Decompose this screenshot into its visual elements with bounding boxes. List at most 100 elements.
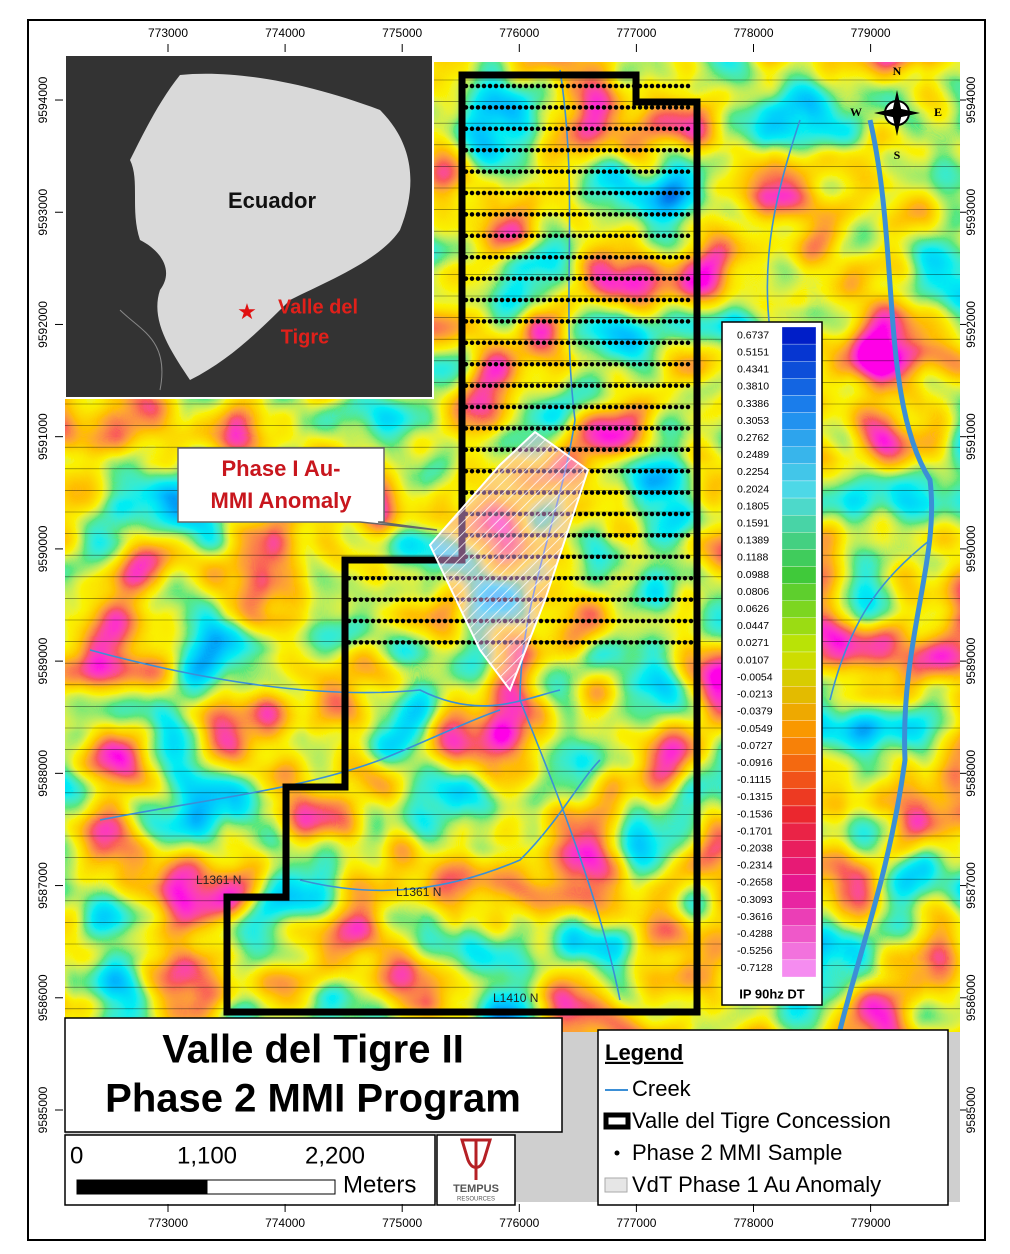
- colorbar-cell: [781, 720, 817, 738]
- colorbar-cell: [781, 634, 817, 653]
- northing-label: 9594000: [964, 76, 978, 123]
- colorbar-cell: [781, 822, 817, 841]
- easting-label: 775000: [382, 26, 422, 40]
- easting-label: 774000: [265, 1216, 305, 1230]
- colorbar-cell: [781, 549, 817, 567]
- colorbar-cell: [781, 532, 817, 550]
- logo-name: TEMPUS: [453, 1183, 499, 1195]
- callout-text: MMI Anomaly: [211, 488, 353, 513]
- colorbar-label: 0.1389: [737, 535, 769, 547]
- colorbar-cell: [781, 908, 817, 926]
- compass-w: W: [850, 105, 862, 119]
- colorbar-label: -0.2038: [737, 842, 773, 854]
- easting-label: 779000: [851, 1216, 891, 1230]
- colorbar-label: 0.0447: [737, 620, 769, 632]
- northing-label: 9587000: [964, 862, 978, 909]
- colorbar-cell: [781, 480, 817, 499]
- northing-label: 9585000: [36, 1086, 50, 1133]
- colorbar-label: -0.1536: [737, 808, 773, 820]
- legend-label: Phase 2 MMI Sample: [632, 1140, 842, 1165]
- colorbar-label: 0.2489: [737, 449, 769, 461]
- northing-label: 9591000: [964, 413, 978, 460]
- northing-label: 9591000: [36, 413, 50, 460]
- colorbar-label: -0.2314: [737, 860, 773, 872]
- colorbar-label: 0.2024: [737, 483, 769, 495]
- northing-label: 9586000: [36, 974, 50, 1021]
- northing-label: 9592000: [36, 301, 50, 348]
- colorbar-cell: [781, 617, 817, 636]
- easting-label: 774000: [265, 26, 305, 40]
- colorbar-cell: [781, 343, 817, 362]
- colorbar-label: -0.3093: [737, 894, 773, 906]
- colorbar-cell: [781, 788, 817, 807]
- compass: N S E W: [850, 64, 942, 162]
- colorbar-label: 0.0271: [737, 637, 769, 649]
- colorbar-cell: [781, 737, 817, 755]
- creek: [829, 539, 931, 701]
- colorbar-label: -0.1701: [737, 825, 773, 837]
- compass-e: E: [934, 105, 942, 119]
- northing-label: 9589000: [36, 637, 50, 684]
- colorbar-cell: [781, 566, 817, 584]
- colorbar-label: 0.5151: [737, 346, 769, 358]
- creek: [89, 649, 561, 707]
- concession-boundary: [223, 71, 701, 1016]
- easting-label: 777000: [616, 26, 656, 40]
- colorbar-label: 0.1805: [737, 500, 769, 512]
- colorbar-label: 0.2254: [737, 466, 769, 478]
- colorbar-cell: [781, 686, 817, 704]
- legend-anomaly-swatch: [604, 1177, 628, 1193]
- northing-label: 9585000: [964, 1086, 978, 1133]
- colorbar-label: -0.3616: [737, 911, 773, 923]
- colorbar-cell: [781, 840, 817, 858]
- colorbar-label: -0.5256: [737, 945, 773, 957]
- easting-label: 778000: [733, 1216, 773, 1230]
- scale-bar-white: [206, 1179, 336, 1195]
- site-star: ★: [237, 299, 257, 324]
- creek: [766, 119, 801, 331]
- scale-tick: 1,100: [177, 1142, 237, 1169]
- colorbar-cell: [781, 429, 817, 447]
- easting-label: 776000: [499, 26, 539, 40]
- inset-border: [64, 54, 434, 399]
- colorbar-label: -0.4288: [737, 928, 773, 940]
- colorbar-label: 0.2762: [737, 432, 769, 444]
- colorbar-label: -0.0213: [737, 689, 773, 701]
- scale-tick: 0: [70, 1142, 83, 1169]
- legend-concession-swatch: [603, 1112, 631, 1130]
- legend-label: VdT Phase 1 Au Anomaly: [632, 1172, 881, 1197]
- easting-label: 777000: [616, 1216, 656, 1230]
- colorbar-label: -0.0549: [737, 723, 773, 735]
- colorbar: 0.6737 0.5151 0.4341 0.3810 0.3386 0.3053 0.27…: [737, 326, 817, 978]
- colorbar-cell: [781, 703, 817, 721]
- legend-sample-swatch: [614, 1150, 620, 1156]
- creeks: [89, 69, 935, 1031]
- colorbar-cell: [781, 651, 817, 670]
- easting-label: 778000: [733, 26, 773, 40]
- colorbar-label: -0.2658: [737, 877, 773, 889]
- colorbar-label: 0.0107: [737, 654, 769, 666]
- colorbar-title: IP 90hz DT: [739, 986, 805, 1001]
- colorbar-cell: [781, 446, 817, 464]
- colorbar-cell: [781, 600, 817, 618]
- colorbar-label: 0.6737: [737, 329, 769, 341]
- callout-text: Phase I Au-: [222, 456, 341, 481]
- colorbar-label: 0.3386: [737, 398, 769, 410]
- colorbar-label: 0.3053: [737, 415, 769, 427]
- northing-label: 9588000: [964, 750, 978, 797]
- scale-bar-black: [76, 1179, 208, 1195]
- title: Phase 2 MMI Program: [105, 1077, 521, 1121]
- colorbar-label: 0.3810: [737, 381, 769, 393]
- colorbar-cell: [781, 771, 817, 789]
- colorbar-cell: [781, 891, 817, 909]
- easting-label: 779000: [851, 26, 891, 40]
- colorbar-cell: [781, 361, 817, 379]
- colorbar-cell: [781, 515, 817, 533]
- colorbar-label: 0.4341: [737, 364, 769, 376]
- colorbar-cell: [781, 583, 817, 601]
- colorbar-label: -0.7128: [737, 962, 773, 974]
- compass-s: S: [894, 148, 901, 162]
- line-label: L1410 N: [493, 991, 538, 1005]
